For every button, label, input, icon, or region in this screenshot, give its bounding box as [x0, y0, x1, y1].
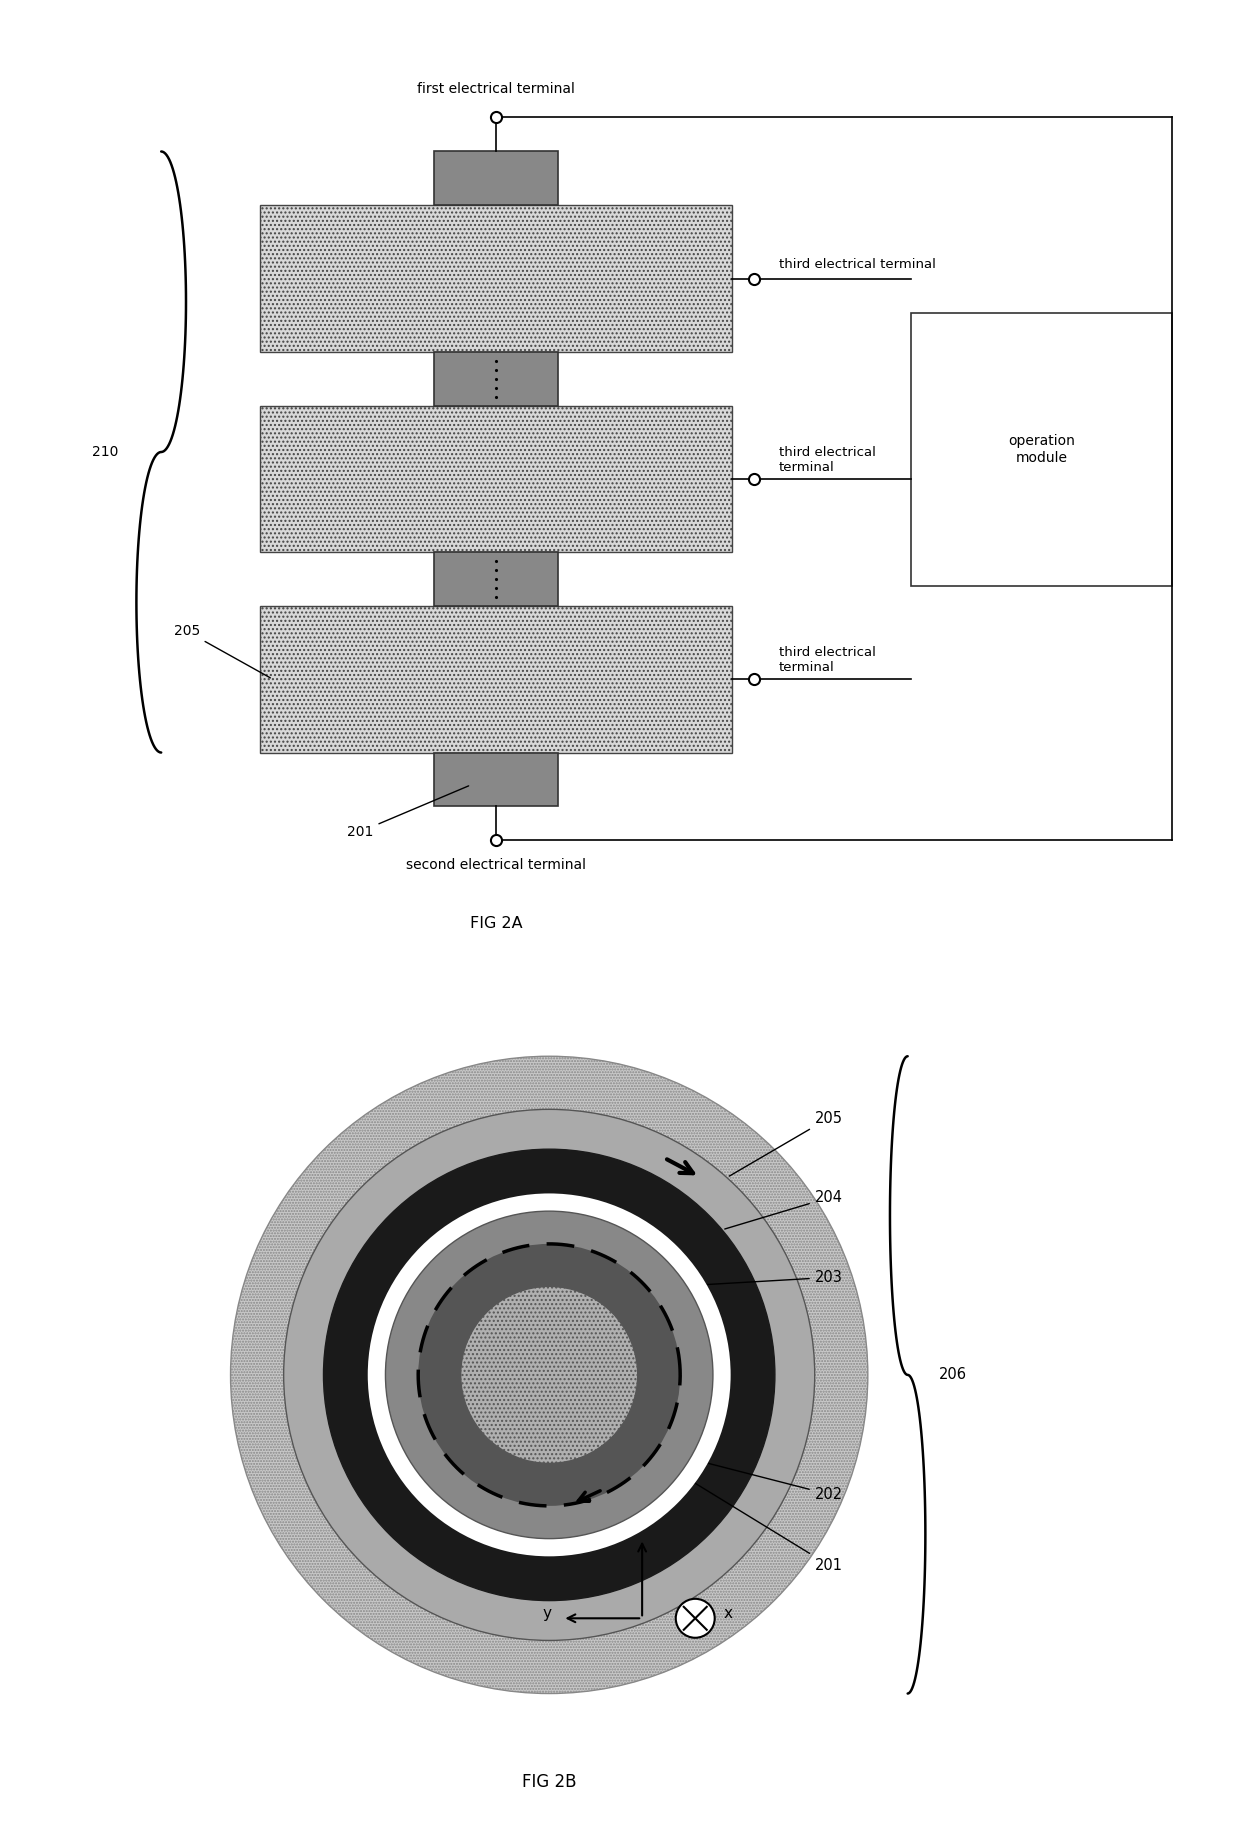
- Text: 205: 205: [174, 625, 270, 679]
- Text: 201: 201: [347, 786, 469, 839]
- Text: 204: 204: [724, 1189, 843, 1228]
- Circle shape: [324, 1149, 775, 1601]
- Circle shape: [284, 1110, 815, 1641]
- Text: third electrical
terminal: third electrical terminal: [779, 647, 875, 675]
- Circle shape: [676, 1599, 714, 1637]
- Text: second electrical terminal: second electrical terminal: [405, 857, 587, 872]
- Circle shape: [418, 1245, 681, 1507]
- Circle shape: [231, 1057, 868, 1693]
- Text: 203: 203: [689, 1271, 843, 1285]
- Circle shape: [461, 1287, 637, 1464]
- Text: first electrical terminal: first electrical terminal: [417, 81, 575, 96]
- Bar: [260, 406, 732, 551]
- Bar: [260, 607, 732, 752]
- Text: x: x: [724, 1606, 733, 1621]
- Text: 206: 206: [939, 1368, 967, 1383]
- Circle shape: [368, 1193, 730, 1556]
- Text: 205: 205: [729, 1110, 843, 1176]
- Bar: [434, 551, 558, 607]
- Text: third electrical terminal: third electrical terminal: [779, 258, 936, 271]
- Text: 210: 210: [92, 444, 119, 459]
- Text: z: z: [642, 1514, 651, 1529]
- Text: 201: 201: [618, 1436, 843, 1573]
- Circle shape: [386, 1212, 713, 1538]
- Bar: [911, 313, 1172, 586]
- Bar: [434, 151, 558, 205]
- Bar: [434, 752, 558, 806]
- Text: FIG 2B: FIG 2B: [522, 1774, 577, 1791]
- Bar: [260, 205, 732, 352]
- Text: operation
module: operation module: [1008, 435, 1075, 465]
- Bar: [434, 352, 558, 406]
- Text: third electrical
terminal: third electrical terminal: [779, 446, 875, 474]
- Text: y: y: [543, 1606, 552, 1621]
- Text: 202: 202: [660, 1451, 843, 1501]
- Text: FIG 2A: FIG 2A: [470, 916, 522, 931]
